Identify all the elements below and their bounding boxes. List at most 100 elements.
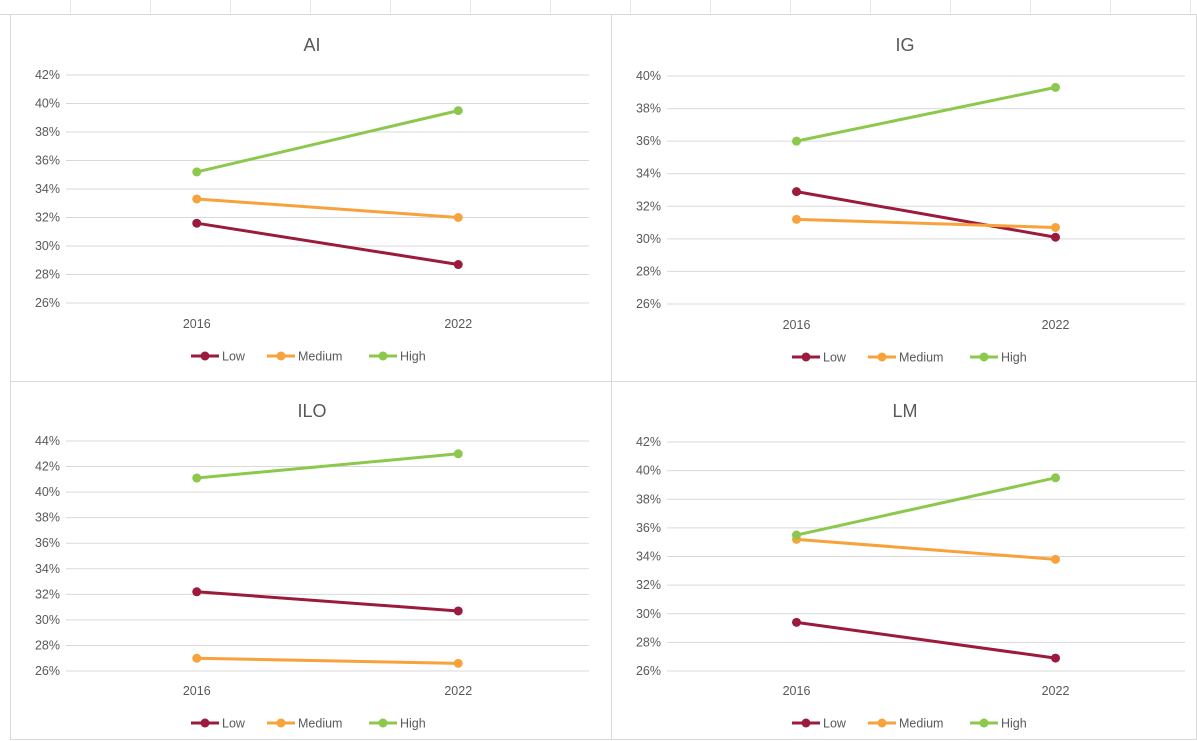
series-line-low — [795, 190, 1057, 239]
y-tick-label: 34% — [35, 182, 60, 196]
legend-item-high: High — [970, 717, 1027, 731]
column-separator — [1030, 0, 1031, 14]
legend-item-medium: Medium — [868, 351, 943, 365]
data-point-low — [453, 260, 463, 270]
column-separator — [150, 0, 151, 14]
y-tick-label: 30% — [636, 607, 661, 621]
x-tick-label: 2022 — [444, 684, 472, 698]
y-tick-label: 28% — [35, 268, 60, 282]
data-point-medium — [453, 658, 463, 668]
y-tick-label: 44% — [35, 434, 60, 448]
chart-title: ILO — [297, 401, 326, 421]
legend-swatch-marker — [801, 352, 811, 362]
data-point-low — [192, 218, 202, 228]
legend-item-medium: Medium — [267, 350, 342, 364]
data-point-high — [792, 530, 801, 540]
chart-ig: IG 26% 28% 30% 32% 34% 36% 38% 40% 2016 2022 Low Med… — [636, 35, 1185, 365]
data-point-medium — [1051, 222, 1060, 232]
chart-ilo: ILO 26% 28% 30% 32% 34% 36% 38% 40% 42% 44% 2016 202… — [35, 401, 589, 731]
y-tick-label: 28% — [636, 264, 661, 278]
y-tick-label: 42% — [35, 460, 60, 474]
data-point-medium — [192, 653, 202, 663]
column-separator — [230, 0, 231, 14]
y-tick-label: 36% — [35, 154, 60, 168]
data-point-low — [453, 606, 463, 616]
legend-item-high: High — [369, 350, 426, 364]
y-tick-label: 38% — [35, 125, 60, 139]
y-tick-label: 28% — [636, 635, 661, 649]
legend-label: Medium — [298, 717, 342, 731]
legend-swatch-marker — [200, 351, 210, 361]
y-tick-label: 26% — [636, 664, 661, 678]
y-tick-label: 36% — [35, 536, 60, 550]
y-tick-label: 40% — [636, 464, 661, 478]
data-point-high — [192, 167, 202, 177]
legend-label: Low — [823, 717, 847, 731]
legend-swatch-marker — [979, 718, 989, 728]
chart-panel-ai[interactable]: AI 26% 28% 30% 32% 34% 36% 38% 40% 42% 2016 2022 Low… — [10, 14, 612, 382]
y-tick-label: 30% — [35, 239, 60, 253]
chart-panel-lm[interactable]: LM 26% 28% 30% 32% 34% 36% 38% 40% 42% 2016 2022 Low… — [611, 381, 1197, 740]
chart-panel-ilo[interactable]: ILO 26% 28% 30% 32% 34% 36% 38% 40% 42% 44% 2016 202… — [10, 381, 612, 740]
legend-label: Low — [222, 350, 246, 364]
y-tick-label: 36% — [636, 521, 661, 535]
spreadsheet-column-strip — [0, 0, 1197, 15]
series-line-medium — [795, 537, 1057, 561]
data-point-high — [792, 136, 801, 146]
legend-swatch-marker — [877, 718, 887, 728]
series-line-high — [195, 109, 460, 174]
y-tick-label: 38% — [636, 492, 661, 506]
data-point-low — [792, 617, 801, 627]
legend-swatch-marker — [979, 352, 989, 362]
legend-swatch-marker — [378, 351, 388, 361]
legend-item-low: Low — [191, 717, 246, 731]
y-tick-label: 40% — [35, 97, 60, 111]
chart-title: IG — [895, 35, 914, 55]
x-tick-label: 2016 — [183, 684, 211, 698]
legend-swatch-marker — [801, 718, 811, 728]
column-separator — [310, 0, 311, 14]
legend-label: High — [1001, 351, 1027, 365]
y-tick-label: 32% — [636, 199, 661, 213]
y-tick-label: 42% — [636, 435, 661, 449]
series-line-medium — [195, 197, 460, 219]
column-separator — [470, 0, 471, 14]
column-separator — [630, 0, 631, 14]
chart-panel-ig[interactable]: IG 26% 28% 30% 32% 34% 36% 38% 40% 2016 2022 Low Med… — [611, 14, 1197, 382]
chart-title: LM — [892, 401, 917, 421]
series-line-medium — [195, 656, 460, 665]
legend-swatch-marker — [877, 352, 887, 362]
legend-label: High — [400, 350, 426, 364]
y-tick-label: 34% — [636, 167, 661, 181]
column-separator — [1110, 0, 1111, 14]
y-tick-label: 36% — [636, 134, 661, 148]
legend-item-low: Low — [792, 351, 847, 365]
data-point-high — [1051, 473, 1060, 483]
data-point-high — [453, 106, 463, 116]
y-tick-label: 26% — [35, 664, 60, 678]
y-tick-label: 26% — [636, 297, 661, 311]
y-tick-label: 26% — [35, 296, 60, 310]
column-separator — [950, 0, 951, 14]
legend-swatch-marker — [200, 718, 210, 728]
x-tick-label: 2022 — [1042, 318, 1070, 332]
legend-swatch-marker — [276, 718, 286, 728]
column-separator — [790, 0, 791, 14]
y-tick-label: 42% — [35, 68, 60, 82]
data-point-high — [453, 449, 463, 459]
y-tick-label: 32% — [35, 211, 60, 225]
legend-label: High — [400, 717, 426, 731]
legend-swatch-marker — [378, 718, 388, 728]
y-tick-label: 34% — [636, 550, 661, 564]
data-point-low — [1051, 653, 1060, 663]
series-line-high — [195, 452, 460, 480]
legend-label: Medium — [899, 351, 943, 365]
legend-item-medium: Medium — [868, 717, 943, 731]
y-tick-label: 38% — [35, 511, 60, 525]
legend-label: Low — [823, 351, 847, 365]
column-separator — [1190, 0, 1191, 14]
legend-item-low: Low — [792, 717, 847, 731]
legend-label: Medium — [899, 717, 943, 731]
y-tick-label: 28% — [35, 638, 60, 652]
y-tick-label: 32% — [35, 587, 60, 601]
